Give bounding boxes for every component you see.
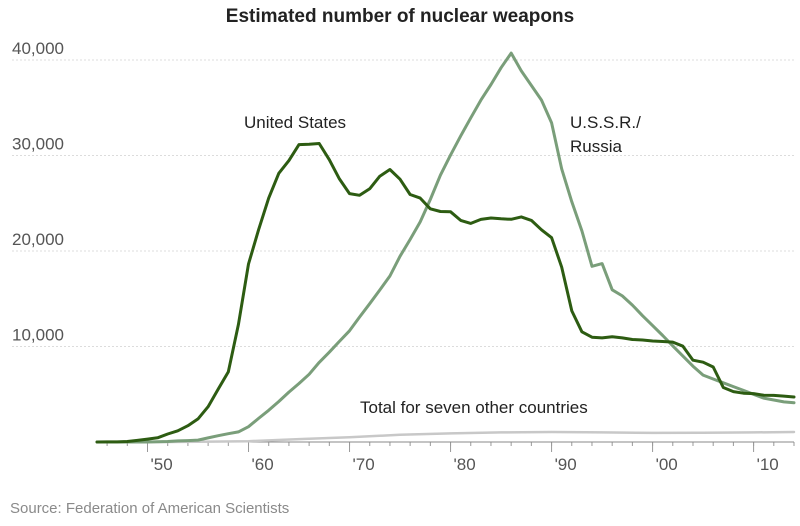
x-axis-ticks: '50 '60 '70 '80 '90 '00 '10 [106,442,795,474]
united-states-label: United States [244,113,346,132]
other-countries-line [95,430,796,444]
y-tick-label: 10,000 [12,326,64,345]
x-tick-label: '90 [555,455,577,474]
ussr-russia-line [95,51,796,444]
x-tick-label: '80 [454,455,476,474]
other-countries-label: Total for seven other countries [360,398,588,417]
y-axis-ticks: 10,000 20,000 30,000 40,000 [12,39,64,345]
series-labels: United States U.S.S.R./ Russia Total for se… [244,113,641,417]
x-tick-label: '00 [656,455,678,474]
ussr-russia-label-line2: Russia [570,137,623,156]
ussr-russia-label-line1: U.S.S.R./ [570,113,641,132]
x-tick-label: '70 [353,455,375,474]
y-tick-label: 30,000 [12,135,64,154]
x-tick-label: '10 [757,455,779,474]
x-tick-label: '60 [252,455,274,474]
y-tick-label: 40,000 [12,39,64,58]
x-tick-label: '50 [151,455,173,474]
y-tick-label: 20,000 [12,230,64,249]
gridlines [12,59,796,347]
source-note: Source: Federation of American Scientist… [10,500,290,517]
series-lines [95,51,796,444]
united-states-line [95,142,796,444]
chart-title: Estimated number of nuclear weapons [225,6,575,27]
